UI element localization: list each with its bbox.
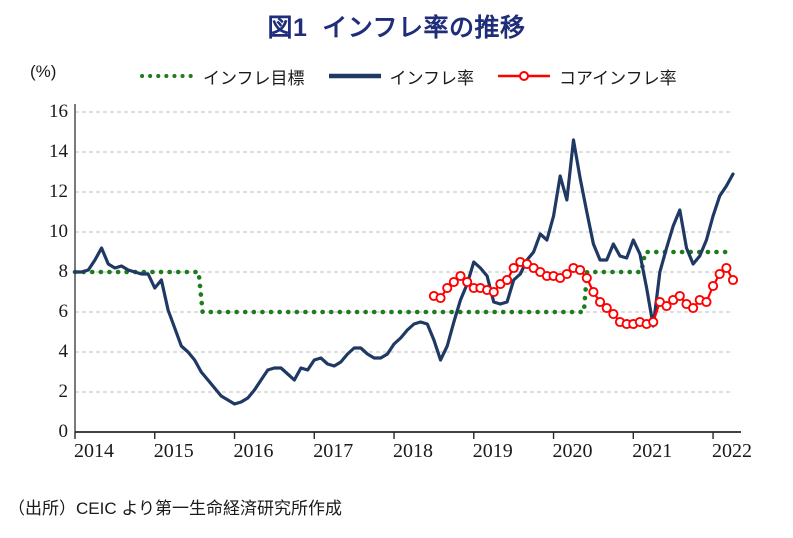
legend-swatch-red-marker-icon <box>496 69 552 83</box>
series-line-inflation <box>73 138 735 406</box>
x-axis-tick-label: 2016 <box>233 440 274 462</box>
series-marker <box>508 262 519 274</box>
legend-item-core-inflation-rate: コアインフレ率 <box>496 64 677 89</box>
series-marker <box>688 302 699 314</box>
series-marker <box>701 296 712 308</box>
series-marker <box>561 268 572 280</box>
y-axis-tick-label: 10 <box>49 221 68 242</box>
series-marker <box>608 308 619 320</box>
y-axis-tick-label: 4 <box>58 341 69 362</box>
series-marker <box>594 296 606 308</box>
source-note: （出所）CEIC より第一生命経済研究所作成 <box>8 499 342 518</box>
series-marker <box>661 300 672 312</box>
y-axis-tick-label: 8 <box>58 261 69 282</box>
series-marker <box>588 286 599 298</box>
series-marker <box>674 290 685 302</box>
chart-legend: インフレ目標 インフレ率 コアインフレ率 <box>140 62 780 90</box>
y-axis-tick-labels: 16 14 12 10 8 6 4 2 0 <box>20 100 69 442</box>
y-axis-tick-label: 16 <box>49 101 68 122</box>
series-marker <box>501 274 513 286</box>
y-axis-tick-label: 2 <box>58 381 69 402</box>
x-axis-tick-label: 2021 <box>632 440 673 462</box>
x-axis-tick-label: 2022 <box>712 440 753 462</box>
x-axis-tick-label: 2014 <box>74 440 114 462</box>
series-marker <box>435 292 446 304</box>
legend-swatch-solid-navy-icon <box>327 69 383 83</box>
series-marker <box>581 272 592 284</box>
y-axis-tick-label: 12 <box>49 181 68 202</box>
series-marker <box>448 276 459 288</box>
x-axis-tick-labels: 2014 2015 2016 2017 2018 2019 2020 2021 2022 <box>0 440 793 470</box>
legend-label-core-inflation-rate: コアインフレ率 <box>559 68 677 88</box>
legend-item-inflation-target: インフレ目標 <box>140 64 305 89</box>
series-marker <box>575 264 586 276</box>
series-marker <box>442 282 453 294</box>
series-marker <box>721 262 732 274</box>
series-line-target <box>72 249 736 315</box>
page-title: 図1 インフレ率の推移 <box>267 14 526 42</box>
series-marker <box>488 286 499 298</box>
series-marker <box>601 302 612 314</box>
series-marker <box>455 270 466 282</box>
y-axis-tick-label: 14 <box>49 141 68 162</box>
series-marker <box>727 274 739 286</box>
y-axis-tick-label: 6 <box>58 301 69 322</box>
series-marker <box>648 316 659 328</box>
x-axis-tick-label: 2017 <box>313 440 354 462</box>
legend-swatch-dotted-green-icon <box>140 69 196 83</box>
legend-label-inflation-rate: インフレ率 <box>389 68 475 88</box>
y-axis-tick-label: 0 <box>58 421 69 442</box>
x-axis-tick-label: 2020 <box>552 440 593 462</box>
series-marker <box>708 280 719 292</box>
series-marker <box>462 276 473 288</box>
y-axis-unit-label: (%) <box>30 62 57 81</box>
legend-item-inflation-rate: インフレ率 <box>327 64 475 89</box>
series-marker <box>714 268 725 280</box>
legend-label-inflation-target: インフレ目標 <box>203 68 305 88</box>
x-axis-tick-label: 2019 <box>472 440 513 462</box>
x-axis-tick-label: 2015 <box>153 440 194 462</box>
x-axis-tick-label: 2018 <box>393 440 434 462</box>
